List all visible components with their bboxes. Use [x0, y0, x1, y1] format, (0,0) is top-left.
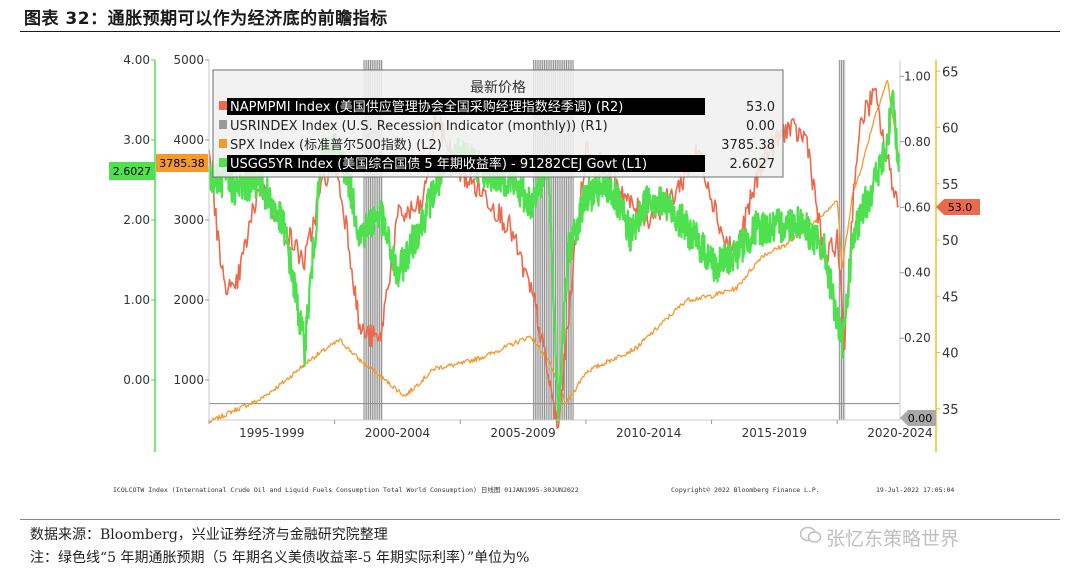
r1-tick-label: 0.80	[904, 135, 931, 149]
footer-divider	[20, 519, 1060, 520]
r2-tick-label: 65	[942, 65, 959, 80]
legend-label: SPX Index (标准普尔500指数) (L2)	[230, 138, 442, 153]
x-tick-label: 1995-1999	[239, 426, 304, 440]
page-title: 图表 32：通胀预期可以作为经济底的前瞻指标	[24, 9, 388, 29]
legend-swatch	[219, 101, 227, 110]
legend-highlight	[227, 98, 705, 115]
r2-tick-label: 45	[942, 290, 959, 305]
series-line	[208, 79, 900, 424]
r2-tick-label: 60	[942, 122, 959, 137]
legend-label: USGG5YR Index (美国综合国债 5 年期收益率) - 91282CE…	[230, 156, 647, 172]
l2-tick-label: 3000	[173, 213, 204, 227]
legend-value: 3785.38	[721, 138, 775, 153]
unit-note: 注：绿色线“5 年期通胀预期（5 年期名义美债收益率-5 年期实际利率）”单位为…	[30, 550, 530, 566]
l2-tick-label: 4000	[173, 133, 204, 147]
bottom-info-right: 19-Jul-2022 17:05:04	[876, 486, 954, 494]
r2-tick-label: 50	[942, 234, 959, 249]
tag-l2: 3785.38	[156, 154, 208, 172]
tag-r1: 0.00	[900, 410, 936, 426]
x-tick-label: 2020-2024	[867, 426, 932, 440]
l1-tick-label: 2.00	[123, 213, 150, 227]
legend-items: NAPMPMI Index (美国供应管理协会全国采购经理指数经季调) (R2)…	[219, 98, 775, 172]
legend-header: 最新价格	[470, 80, 526, 96]
legend-swatch	[219, 120, 227, 129]
wechat-icon	[800, 526, 822, 543]
l1-tick-label: 0.00	[123, 373, 150, 387]
legend-value: 53.0	[746, 100, 775, 115]
x-tick-label: 2005-2009	[490, 426, 555, 440]
legend-value: 0.00	[746, 119, 775, 134]
recession-band-2	[839, 60, 846, 420]
bottom-info-center: Copyright© 2022 Bloomberg Finance L.P.	[671, 486, 820, 494]
legend-box: 最新价格 NAPMPMI Index (美国供应管理协会全国采购经理指数经季调)…	[212, 69, 784, 178]
source-note: 数据来源：Bloomberg，兴业证券经济与金融研究院整理	[30, 527, 388, 543]
r1-tick-label: 0.40	[904, 266, 931, 280]
r2-tick-label: 55	[942, 178, 959, 193]
r2-tick-label: 35	[942, 403, 959, 418]
watermark: 张忆东策略世界	[826, 528, 960, 550]
l2-tick-label: 1000	[173, 373, 204, 387]
legend-value: 2.6027	[730, 157, 776, 172]
r1-tick-label: 0.60	[904, 200, 931, 214]
tag-l2-text: 3785.38	[159, 157, 205, 170]
axis-ticks: 4.00 3.00 2.00 1.00 0.00 5000 4000 3000 2000 1000…	[123, 53, 958, 440]
tag-r2-text: 53.0	[948, 201, 973, 214]
l1-tick-label: 4.00	[123, 53, 150, 67]
tag-r1-text: 0.00	[908, 412, 933, 425]
legend-label: NAPMPMI Index (美国供应管理协会全国采购经理指数经季调) (R2)	[230, 99, 623, 115]
r2-tick-label: 40	[942, 347, 959, 362]
l2-tick-label: 2000	[173, 293, 204, 307]
legend-label: USRINDEX Index (U.S. Recession Indicator…	[230, 119, 608, 134]
legend-swatch	[219, 139, 227, 148]
l1-tick-label: 1.00	[123, 293, 150, 307]
tag-l1-text: 2.6027	[113, 165, 152, 178]
l1-tick-label: 3.00	[123, 133, 150, 147]
axes	[154, 60, 937, 452]
x-tick-label: 2015-2019	[742, 426, 807, 440]
x-tick-label: 2010-2014	[616, 426, 681, 440]
l2-tick-label: 5000	[173, 53, 204, 67]
tag-l1: 2.6027	[109, 162, 155, 180]
legend-swatch	[219, 158, 227, 167]
r1-tick-label: 1.00	[904, 69, 931, 83]
title-divider	[20, 31, 1060, 32]
r1-tick-label: 0.20	[904, 331, 931, 345]
chart: 4.00 3.00 2.00 1.00 0.00 5000 4000 3000 2000 1000…	[109, 53, 980, 494]
bottom-info-left: ICOLCOTW Index (International Crude Oil …	[113, 485, 579, 494]
tag-r2: 53.0	[936, 199, 980, 215]
x-tick-label: 2000-2004	[365, 426, 430, 440]
legend-highlight	[227, 155, 705, 172]
